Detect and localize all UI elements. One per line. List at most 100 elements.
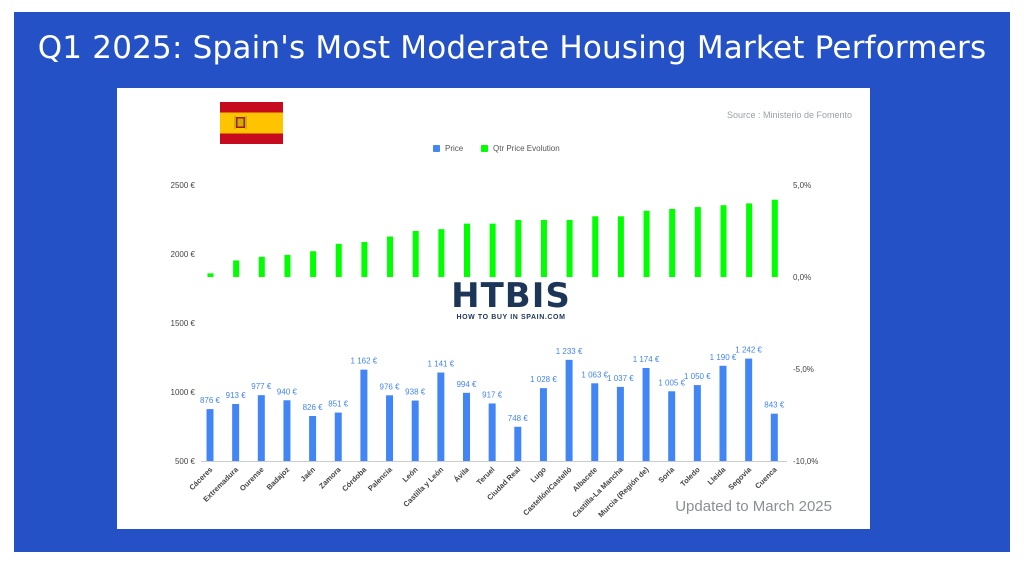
price-data-label: 917 € xyxy=(482,390,503,399)
x-tick-label: Segovia xyxy=(726,464,753,491)
price-data-label: 826 € xyxy=(303,403,324,412)
price-bar xyxy=(488,403,496,461)
y-left-tick-label: 2500 € xyxy=(171,181,196,190)
price-bar xyxy=(463,392,470,461)
y-right-tick-label: -10,0% xyxy=(793,457,818,466)
qtr-evolution-bar xyxy=(515,219,522,277)
qtr-evolution-bar xyxy=(566,219,573,277)
x-tick-label: Castellón/Castelló xyxy=(521,465,574,518)
x-tick-label: Lugo xyxy=(529,465,549,485)
price-data-label: 1 037 € xyxy=(607,374,634,383)
qtr-evolution-bar xyxy=(361,242,368,277)
price-bar xyxy=(437,372,445,461)
qtr-evolution-bar xyxy=(643,210,650,277)
price-data-label: 843 € xyxy=(764,401,785,410)
price-bar xyxy=(668,391,676,461)
price-data-label: 1 242 € xyxy=(735,346,762,355)
price-bar xyxy=(232,404,240,461)
x-tick-label: Lleida xyxy=(706,464,728,486)
price-data-label: 1 174 € xyxy=(633,355,660,364)
price-bar xyxy=(719,365,727,461)
y-left-tick-label: 1000 € xyxy=(171,388,196,397)
price-bar xyxy=(565,359,573,461)
price-bar xyxy=(360,369,368,461)
x-tick-label: Toledo xyxy=(678,465,702,489)
qtr-evolution-bar xyxy=(771,199,778,277)
price-bar xyxy=(206,409,214,461)
legend-label-qtr: Qtr Price Evolution xyxy=(493,144,560,153)
price-bar xyxy=(514,426,522,461)
x-tick-label: Jaén xyxy=(299,465,318,484)
price-bar xyxy=(591,383,599,461)
spain-flag-icon xyxy=(220,102,283,144)
x-tick-label: Córdoba xyxy=(340,464,369,493)
price-data-label: 1 233 € xyxy=(556,347,583,356)
qtr-evolution-bar xyxy=(335,243,342,277)
x-tick-label: Teruel xyxy=(475,465,497,487)
price-bar xyxy=(283,400,291,461)
price-data-label: 1 162 € xyxy=(351,357,378,366)
price-data-label: 748 € xyxy=(508,414,529,423)
qtr-evolution-bar xyxy=(412,231,419,277)
qtr-evolution-bar xyxy=(720,205,727,277)
x-tick-label: Badajoz xyxy=(265,465,292,492)
qtr-evolution-bar xyxy=(233,260,240,277)
price-chart: 500 € 1000 € 1500 € 2000 € 2500 € 5,0% 0,0% -5,… xyxy=(171,144,819,519)
qtr-evolution-bar xyxy=(258,256,265,277)
qtr-evolution-bar xyxy=(284,254,291,277)
y-left-tick-label: 2000 € xyxy=(171,250,196,259)
x-tick-label: Cuenca xyxy=(753,464,779,490)
background-frame: Q1 2025: Spain's Most Moderate Housing M… xyxy=(14,12,1010,552)
x-tick-label: Ourense xyxy=(238,465,266,493)
qtr-evolution-bar xyxy=(489,223,496,277)
price-bar xyxy=(770,413,778,461)
qtr-evolution-bar xyxy=(694,207,701,277)
qtr-evolution-bar xyxy=(540,219,547,277)
price-data-label: 976 € xyxy=(380,382,401,391)
x-tick-label: Soria xyxy=(656,464,676,484)
price-data-label: 1 063 € xyxy=(581,370,608,379)
price-bar xyxy=(334,412,342,461)
x-tick-label: Murcia (Región de) xyxy=(596,465,650,519)
qtr-evolution-bar xyxy=(669,208,676,277)
x-tick-label: Palencia xyxy=(366,464,394,492)
price-data-label: 977 € xyxy=(251,382,272,391)
logo-text: HTBIS xyxy=(451,276,571,316)
price-bar xyxy=(309,416,317,461)
price-data-label: 1 005 € xyxy=(658,378,685,387)
htbis-logo: HTBIS HOW TO BUY IN SPAIN.COM xyxy=(441,276,581,324)
qtr-evolution-bar xyxy=(464,223,470,277)
page-title: Q1 2025: Spain's Most Moderate Housing M… xyxy=(37,30,987,66)
price-data-label: 938 € xyxy=(405,388,426,397)
qtr-evolution-bar xyxy=(438,229,445,277)
price-data-label: 1 028 € xyxy=(530,375,557,384)
price-bar xyxy=(693,385,701,461)
price-bar xyxy=(616,386,624,461)
qtr-evolution-bar xyxy=(592,216,599,277)
price-bar xyxy=(411,400,419,461)
price-data-label: 913 € xyxy=(226,391,247,400)
updated-note: Updated to March 2025 xyxy=(675,498,832,515)
price-bar xyxy=(539,388,547,461)
legend-swatch-qtr xyxy=(481,145,488,152)
source-note: Source : Ministerio de Fomento xyxy=(726,110,852,120)
logo-tagline: HOW TO BUY IN SPAIN.COM xyxy=(456,314,566,321)
price-bar xyxy=(745,358,753,461)
price-data-label: 1 190 € xyxy=(710,353,737,362)
y-right-tick-label: 5,0% xyxy=(793,181,811,190)
price-bar xyxy=(257,395,265,461)
price-data-label: 851 € xyxy=(328,400,349,409)
x-tick-label: Ávila xyxy=(452,464,472,484)
y-left-tick-label: 500 € xyxy=(175,457,196,466)
price-data-label: 1 141 € xyxy=(427,360,454,369)
price-data-label: 876 € xyxy=(200,396,221,405)
y-left-tick-label: 1500 € xyxy=(171,319,196,328)
price-bar xyxy=(386,395,394,461)
y-right-tick-label: -5,0% xyxy=(793,365,814,374)
y-right-tick-label: 0,0% xyxy=(793,273,811,282)
legend-label-price: Price xyxy=(445,144,464,153)
qtr-evolution-bar xyxy=(617,216,624,277)
x-tick-label: León xyxy=(401,465,420,484)
price-data-label: 940 € xyxy=(277,387,298,396)
chart-panel: Source : Ministerio de Fomento 500 € 1000… xyxy=(117,88,870,529)
